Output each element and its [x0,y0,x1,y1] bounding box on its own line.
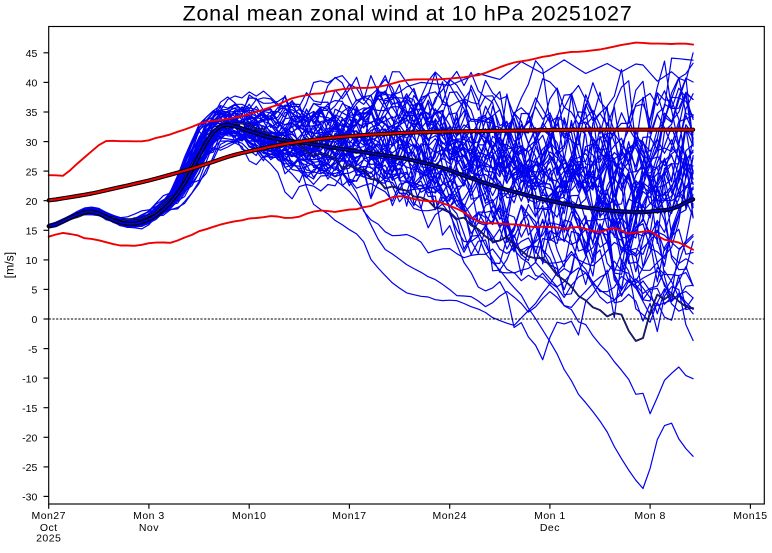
svg-text:Mon27: Mon27 [32,510,66,522]
svg-text:40: 40 [26,78,38,90]
svg-text:30: 30 [26,137,38,149]
svg-text:5: 5 [31,285,37,297]
svg-text:-15: -15 [22,403,37,415]
svg-text:25: 25 [26,166,38,178]
svg-text:Mon 3: Mon 3 [133,510,164,522]
svg-text:45: 45 [26,48,38,60]
svg-text:Mon17: Mon17 [332,510,366,522]
svg-text:Mon10: Mon10 [232,510,266,522]
svg-text:-10: -10 [22,373,37,385]
svg-text:2025: 2025 [36,532,61,544]
svg-text:-20: -20 [22,433,37,445]
svg-text:Dec: Dec [540,522,560,534]
svg-text:Mon 1: Mon 1 [534,510,565,522]
svg-text:15: 15 [26,226,38,238]
svg-text:Mon 8: Mon 8 [634,510,665,522]
svg-text:Oct: Oct [40,522,58,534]
svg-text:-5: -5 [28,344,37,356]
svg-text:Mon24: Mon24 [433,510,467,522]
svg-text:-30: -30 [22,492,37,504]
svg-text:Zonal mean zonal wind at 10 hP: Zonal mean zonal wind at 10 hPa 20251027 [183,1,633,26]
svg-text:20: 20 [26,196,38,208]
svg-text:35: 35 [26,107,38,119]
svg-text:[m/s]: [m/s] [2,252,16,278]
svg-text:-25: -25 [22,462,37,474]
svg-text:Mon15: Mon15 [733,510,767,522]
svg-text:0: 0 [31,314,37,326]
svg-text:10: 10 [26,255,38,267]
svg-text:Nov: Nov [139,522,159,534]
